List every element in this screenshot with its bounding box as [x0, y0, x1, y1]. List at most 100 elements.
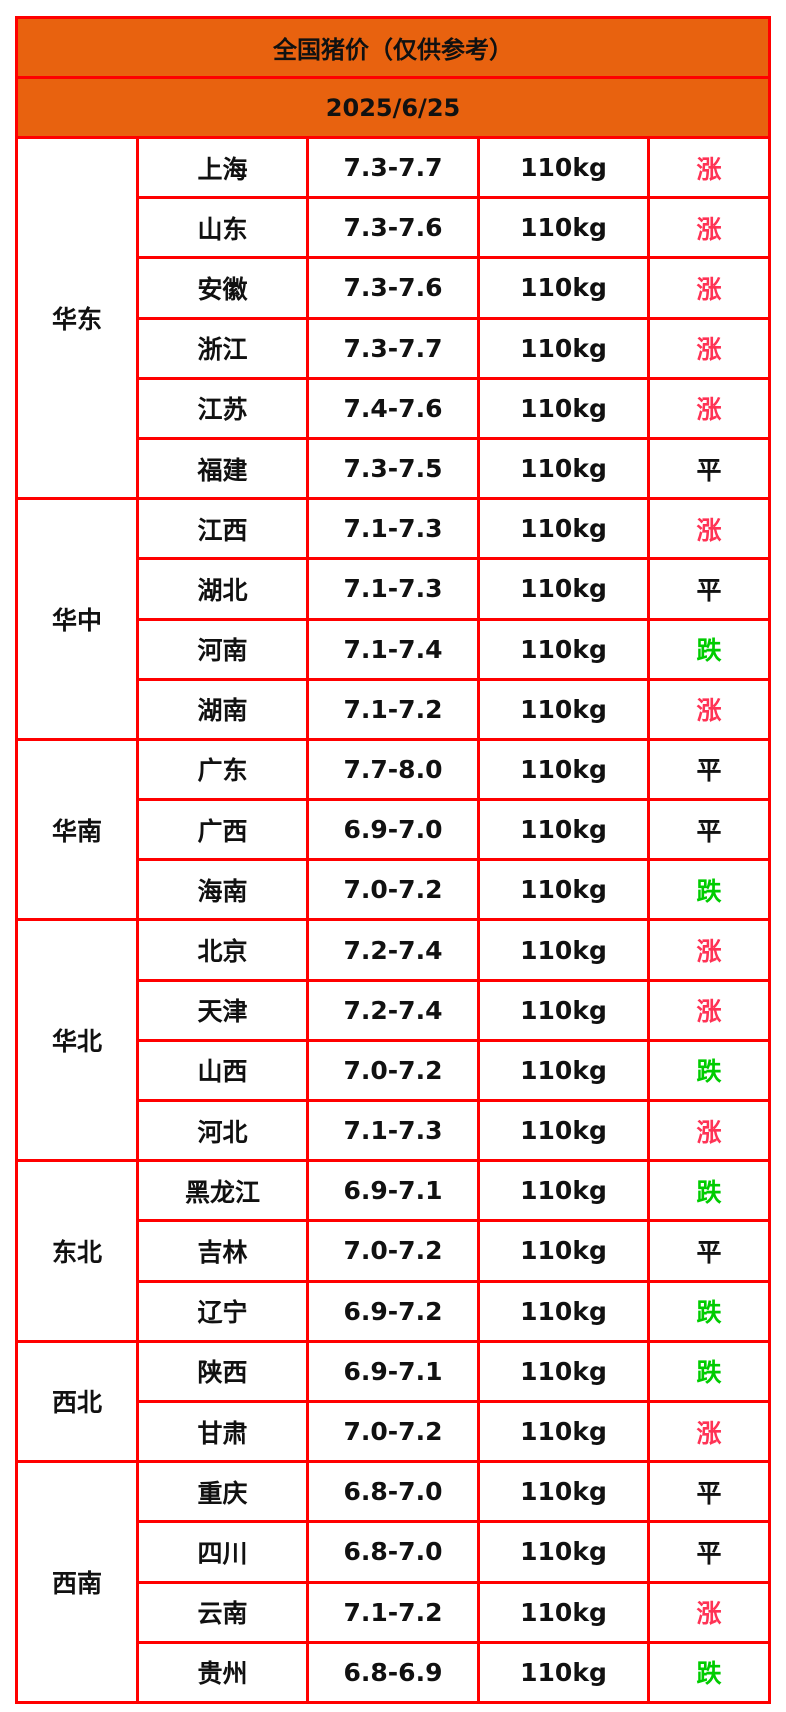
trend-cell: 平	[646, 1460, 772, 1524]
trend-cell: 涨	[646, 256, 772, 320]
trend-cell: 跌	[646, 1038, 772, 1103]
weight-cell: 110kg	[477, 978, 650, 1042]
trend-cell: 跌	[646, 1640, 772, 1704]
table-row: 福建 7.3-7.5 110kg 平	[17, 436, 772, 501]
trend-cell: 涨	[646, 196, 772, 260]
table-row: 贵州 6.8-6.9 110kg 跌	[17, 1640, 772, 1704]
table-title: 全国猪价（仅供参考）	[14, 16, 772, 79]
price-cell: 7.1-7.3	[306, 497, 480, 561]
province-cell: 河北	[136, 1098, 309, 1163]
price-cell: 7.7-8.0	[306, 737, 480, 802]
province-cell: 广西	[136, 798, 309, 862]
price-cell: 7.3-7.7	[306, 135, 480, 200]
region-cell: 东北	[15, 1159, 139, 1343]
trend-cell: 跌	[646, 1339, 772, 1403]
table-row: 安徽 7.3-7.6 110kg 涨	[17, 256, 772, 320]
province-cell: 黑龙江	[136, 1159, 309, 1223]
trend-cell: 平	[646, 737, 772, 802]
province-cell: 江苏	[136, 376, 309, 440]
weight-cell: 110kg	[477, 677, 650, 741]
price-cell: 6.9-7.1	[306, 1159, 480, 1223]
table-row: 四川 6.8-7.0 110kg 平	[17, 1520, 772, 1584]
weight-cell: 110kg	[477, 1580, 650, 1644]
trend-cell: 涨	[646, 978, 772, 1042]
table-row: 山东 7.3-7.6 110kg 涨	[17, 196, 772, 260]
price-cell: 7.2-7.4	[306, 918, 480, 982]
region-cell: 华北	[15, 918, 139, 1163]
weight-cell: 110kg	[477, 557, 650, 621]
price-cell: 6.8-7.0	[306, 1460, 480, 1524]
weight-cell: 110kg	[477, 135, 650, 200]
region-cell: 华中	[15, 497, 139, 741]
table-row: 江苏 7.4-7.6 110kg 涨	[17, 376, 772, 440]
price-cell: 6.8-6.9	[306, 1640, 480, 1704]
table-row: 湖北 7.1-7.3 110kg 平	[17, 557, 772, 621]
trend-cell: 涨	[646, 1399, 772, 1464]
price-cell: 7.0-7.2	[306, 1038, 480, 1103]
trend-cell: 平	[646, 1520, 772, 1584]
table-row: 华东 上海 7.3-7.7 110kg 涨	[15, 135, 772, 501]
table-row: 广西 6.9-7.0 110kg 平	[17, 798, 772, 862]
weight-cell: 110kg	[477, 798, 650, 862]
trend-cell: 平	[646, 436, 772, 501]
province-cell: 浙江	[136, 316, 309, 380]
table-row: 西北 陕西 6.9-7.1 110kg 跌	[15, 1339, 772, 1464]
price-cell: 7.1-7.2	[306, 1580, 480, 1644]
weight-cell: 110kg	[477, 256, 650, 320]
province-cell: 福建	[136, 436, 309, 501]
table-row: 华中 江西 7.1-7.3 110kg 涨	[15, 497, 772, 741]
table-row: 山西 7.0-7.2 110kg 跌	[17, 1038, 772, 1103]
price-cell: 6.9-7.1	[306, 1339, 480, 1403]
weight-cell: 110kg	[477, 1399, 650, 1464]
trend-cell: 涨	[646, 1098, 772, 1163]
price-cell: 7.0-7.2	[306, 1399, 480, 1464]
province-cell: 江西	[136, 497, 309, 561]
weight-cell: 110kg	[477, 737, 650, 802]
province-cell: 河南	[136, 617, 309, 681]
province-cell: 辽宁	[136, 1279, 309, 1343]
province-cell: 上海	[136, 135, 309, 200]
table-row: 华南 广东 7.7-8.0 110kg 平	[15, 737, 772, 922]
weight-cell: 110kg	[477, 1339, 650, 1403]
weight-cell: 110kg	[477, 858, 650, 922]
table-date: 2025/6/25	[14, 76, 772, 139]
trend-cell: 跌	[646, 858, 772, 922]
trend-cell: 涨	[646, 497, 772, 561]
weight-cell: 110kg	[477, 316, 650, 380]
province-cell: 甘肃	[136, 1399, 309, 1464]
weight-cell: 110kg	[477, 1219, 650, 1283]
table-row: 吉林 7.0-7.2 110kg 平	[17, 1219, 772, 1283]
weight-cell: 110kg	[477, 196, 650, 260]
province-cell: 海南	[136, 858, 309, 922]
province-cell: 湖北	[136, 557, 309, 621]
province-cell: 重庆	[136, 1460, 309, 1524]
price-cell: 6.9-7.0	[306, 798, 480, 862]
price-cell: 7.1-7.3	[306, 557, 480, 621]
trend-cell: 跌	[646, 1279, 772, 1343]
weight-cell: 110kg	[477, 1460, 650, 1524]
region-cell: 西南	[15, 1460, 139, 1704]
table-row: 河北 7.1-7.3 110kg 涨	[17, 1098, 772, 1163]
table-row: 华北 北京 7.2-7.4 110kg 涨	[15, 918, 772, 1163]
table-row: 湖南 7.1-7.2 110kg 涨	[17, 677, 772, 741]
table-row: 东北 黑龙江 6.9-7.1 110kg 跌	[15, 1159, 772, 1343]
province-cell: 安徽	[136, 256, 309, 320]
weight-cell: 110kg	[477, 1098, 650, 1163]
price-cell: 7.2-7.4	[306, 978, 480, 1042]
province-cell: 云南	[136, 1580, 309, 1644]
table-row: 云南 7.1-7.2 110kg 涨	[17, 1580, 772, 1644]
trend-cell: 涨	[646, 1580, 772, 1644]
province-cell: 四川	[136, 1520, 309, 1584]
price-cell: 6.8-7.0	[306, 1520, 480, 1584]
price-cell: 7.0-7.2	[306, 858, 480, 922]
price-cell: 7.3-7.7	[306, 316, 480, 380]
trend-cell: 涨	[646, 918, 772, 982]
table-row: 海南 7.0-7.2 110kg 跌	[17, 858, 772, 922]
weight-cell: 110kg	[477, 436, 650, 501]
price-cell: 7.1-7.2	[306, 677, 480, 741]
region-cell: 华东	[15, 135, 139, 501]
weight-cell: 110kg	[477, 918, 650, 982]
weight-cell: 110kg	[477, 497, 650, 561]
province-cell: 天津	[136, 978, 309, 1042]
price-cell: 7.1-7.3	[306, 1098, 480, 1163]
